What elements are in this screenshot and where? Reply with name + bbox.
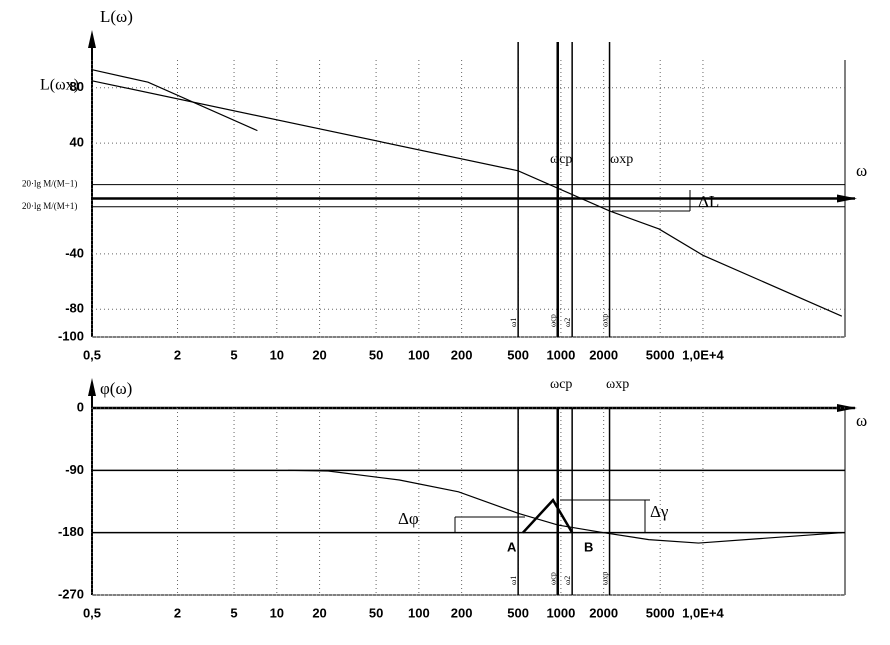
x-tick-label: 5 [230,605,237,620]
y-tick-label: -100 [58,328,84,343]
x-tick-label: 50 [369,347,383,362]
annotation: ωcp [550,377,572,392]
y-special-label: L(ωx) [40,77,79,94]
vertical-label: ω1 [509,318,518,327]
annotation: Δφ [398,509,419,528]
y-tick-label: 40 [70,135,84,150]
x-tick-label: 5000 [646,605,675,620]
vertical-label: ωcp [549,314,558,327]
reference-label: 20·lg M/(M−1) [22,179,77,189]
x-tick-label: 20 [312,605,326,620]
x-tick-label: 100 [408,347,430,362]
x-tick-label: 20 [312,347,326,362]
y-tick-label: -40 [65,245,84,260]
vertical-label: ω2 [563,576,572,585]
vertical-label: ω1 [509,576,518,585]
y-tick-label: 0 [77,399,84,414]
vertical-label: ωxp [600,572,609,585]
y-arrow [88,378,96,396]
y-tick-label: -270 [58,586,84,601]
vertical-label: ω2 [563,318,572,327]
reference-label: 20·lg M/(M+1) [22,201,77,211]
annotation: A [507,539,517,554]
x-tick-label: 10 [270,347,284,362]
x-tick-label: 100 [408,605,430,620]
line [521,498,574,534]
x-tick-label: 2 [174,605,181,620]
x-tick-label: 200 [451,347,473,362]
annotation: ωxp [610,152,633,167]
y-tick-label: -80 [65,301,84,316]
x-tick-label: 2 [174,347,181,362]
line [91,69,258,132]
y-arrow [88,30,96,48]
y-axis-label: φ(ω) [100,379,132,398]
x-tick-label: 50 [369,605,383,620]
x-tick-label: 200 [451,605,473,620]
x-tick-label: 1000 [546,347,575,362]
x-axis-label: ω [856,161,867,180]
x-tick-label: 0,5 [83,347,101,362]
x-tick-label: 500 [507,605,529,620]
line [288,469,842,544]
y-tick-label: 80 [70,79,84,94]
y-axis-label: L(ω) [100,7,133,26]
vertical-label: ωcp [549,572,558,585]
x-arrow [837,404,857,412]
annotation: ωcp [550,152,572,167]
annotation: ωxp [606,377,629,392]
x-tick-label: 0,5 [83,605,101,620]
x-tick-label: 1000 [546,605,575,620]
x-tick-label: 10 [270,605,284,620]
x-tick-label: 500 [507,347,529,362]
x-tick-label: 5 [230,347,237,362]
x-tick-label: 5000 [646,347,675,362]
vertical-label: ωxp [600,314,609,327]
annotation: ΔL [698,192,719,211]
annotation: Δγ [650,502,669,521]
x-tick-label: 1,0E+4 [682,605,724,620]
x-arrow [837,194,857,203]
x-tick-label: 2000 [589,605,618,620]
x-axis-label: ω [856,411,867,430]
x-tick-label: 2000 [589,347,618,362]
y-tick-label: -90 [65,462,84,477]
line [91,80,843,317]
x-tick-label: 1,0E+4 [682,347,724,362]
annotation: B [584,539,593,554]
y-tick-label: -180 [58,524,84,539]
